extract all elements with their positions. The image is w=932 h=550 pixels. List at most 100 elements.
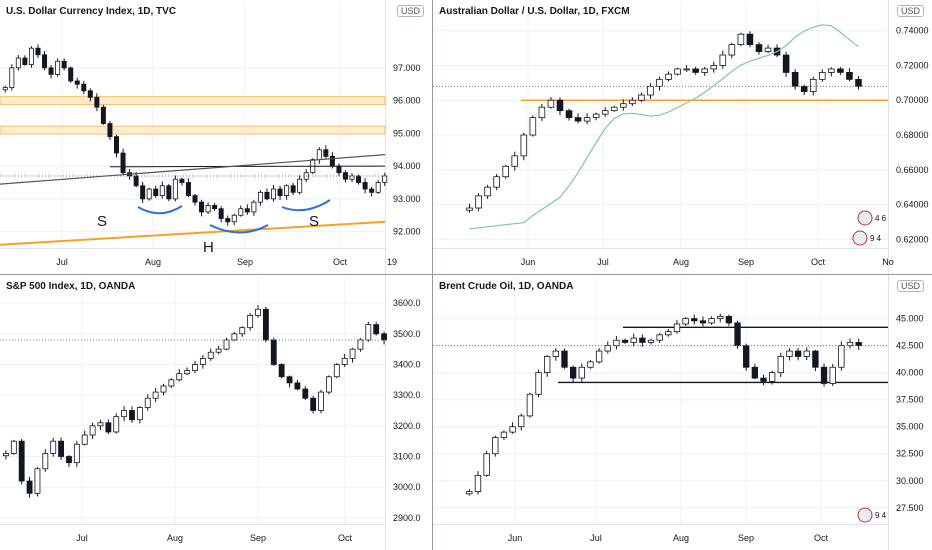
x-tick-label: Aug <box>145 257 161 267</box>
candle-body <box>837 68 844 73</box>
candle-body <box>760 377 767 382</box>
candle-body <box>244 208 250 213</box>
candle-body <box>755 44 763 52</box>
candle-body <box>751 366 759 379</box>
candle-body <box>277 188 283 196</box>
candle-body <box>55 60 61 75</box>
candle-body <box>166 185 172 200</box>
candle-body <box>592 113 600 119</box>
x-tick-label: Aug <box>673 533 689 543</box>
annotation-head: H <box>203 239 214 256</box>
candle-body <box>87 90 93 98</box>
candle-body <box>74 80 80 85</box>
candle-body <box>710 65 718 70</box>
candle-body <box>629 99 636 105</box>
chart-svg[interactable]: 97.000 96.000 95.000 94.000 93.000 92.000 Jul A… <box>0 0 432 274</box>
candle-body <box>719 54 727 66</box>
y-tick-label: 42.500 <box>896 341 924 351</box>
candle-body <box>297 178 303 193</box>
candle-body <box>502 165 509 178</box>
candle-body <box>26 480 33 494</box>
head-arc <box>209 224 269 234</box>
panel-spx[interactable]: S&P 500 Index, 1D, OANDA 3600.0 3500.0 340… <box>0 275 432 550</box>
candle-body <box>511 155 519 167</box>
candle-body <box>9 67 15 88</box>
candle-body <box>692 68 699 73</box>
chart-svg[interactable]: 3600.0 3500.0 3400.0 3300.0 3200.0 3100.0 3000… <box>0 275 432 550</box>
support-trendline <box>0 220 386 246</box>
y-tick-label: 37.500 <box>896 395 924 405</box>
candle-body <box>349 348 356 359</box>
candle-body <box>708 318 715 324</box>
candle-body <box>58 440 65 457</box>
x-tick-label: Sep <box>237 257 253 267</box>
candle-body <box>610 106 618 112</box>
candle-body <box>286 376 293 384</box>
y-tick-label: 3000.0 <box>393 482 421 492</box>
x-tick-label: Jun <box>508 533 523 543</box>
candle-body <box>764 47 772 52</box>
chart-svg[interactable]: 0.74000 0.72000 0.70000 0.68000 0.66000 0.640… <box>433 0 932 274</box>
candle-body <box>192 195 198 203</box>
candle-body <box>168 379 175 387</box>
y-tick-label: 2900.0 <box>393 513 421 523</box>
panel-divider-vertical[interactable] <box>432 0 433 550</box>
candle-body <box>656 78 663 87</box>
candle-body <box>3 453 9 457</box>
panel-title: Australian Dollar / U.S. Dollar, 1D, FXC… <box>439 6 630 17</box>
y-tick-label: 3300.0 <box>393 390 421 400</box>
currency-badge[interactable]: USD <box>396 5 424 17</box>
candle-body <box>28 47 34 65</box>
y-tick-label: 27.500 <box>896 503 924 513</box>
candle-body <box>185 182 191 196</box>
panel-dxy[interactable]: U.S. Dollar Currency Index, 1D, TVC USD … <box>0 0 432 274</box>
candle-body <box>552 350 560 357</box>
candle-body <box>310 397 317 411</box>
y-tick-label: 32.500 <box>896 449 924 459</box>
x-tick-label: No <box>882 257 894 267</box>
candle-body <box>674 68 681 75</box>
candle-body <box>42 54 48 69</box>
candle-body <box>271 188 277 200</box>
candle-body <box>791 72 799 87</box>
candle-body <box>838 345 845 368</box>
y-tick-label: 94.000 <box>393 161 421 171</box>
event-badge-icon <box>857 210 873 226</box>
candle-body <box>215 348 222 353</box>
candle-body <box>225 218 231 223</box>
candle-body <box>682 318 689 325</box>
candle-body <box>140 185 146 200</box>
candle-body <box>544 356 551 374</box>
y-tick-label: 40.000 <box>896 368 924 378</box>
candle-body <box>144 397 151 408</box>
candle-body <box>251 201 257 213</box>
candle-body <box>22 57 28 65</box>
candle-body <box>247 315 254 329</box>
candle-body <box>333 364 340 378</box>
panel-brent[interactable]: Brent Crude Oil, 1D, OANDA USD 45.000 42.… <box>433 275 932 550</box>
candle-body <box>828 68 835 73</box>
candle-body <box>290 185 296 193</box>
chart-svg[interactable]: 45.000 42.500 40.000 37.500 35.000 32.500 30.0… <box>433 275 932 550</box>
candle-body <box>48 67 54 75</box>
panel-divider-horizontal[interactable] <box>0 274 932 275</box>
candle-body <box>474 474 482 492</box>
trend-line <box>0 154 386 185</box>
candle-body <box>369 188 375 193</box>
y-tick-label: 0.64000 <box>896 200 929 210</box>
candle-body <box>81 434 88 445</box>
candle-body <box>492 437 499 455</box>
candle-body <box>284 185 290 196</box>
currency-badge[interactable]: USD <box>896 280 924 292</box>
y-tick-label: 30.000 <box>896 476 924 486</box>
currency-badge[interactable]: USD <box>896 5 924 17</box>
panel-title: Brent Crude Oil, 1D, OANDA <box>439 281 574 292</box>
candle-body <box>153 188 159 196</box>
candle-body <box>639 337 646 343</box>
panel-audusd[interactable]: Australian Dollar / U.S. Dollar, 1D, FXC… <box>433 0 932 274</box>
candle-body <box>218 208 224 219</box>
y-tick-label: 0.62000 <box>896 234 929 244</box>
candle-body <box>855 342 862 347</box>
candle-body <box>613 339 620 347</box>
candle-body <box>820 366 828 384</box>
